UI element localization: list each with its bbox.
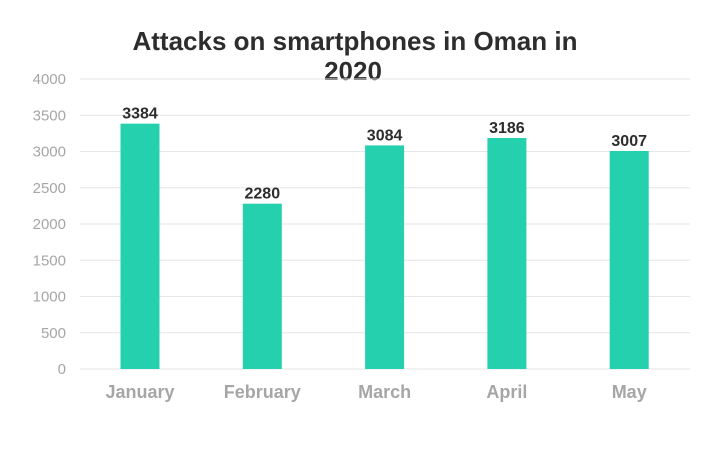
chart-title-line-1: Attacks on smartphones in Oman in bbox=[133, 26, 578, 56]
y-tick-label: 2000 bbox=[33, 216, 66, 233]
y-tick-label: 3500 bbox=[33, 107, 66, 124]
x-category-label: January bbox=[105, 382, 174, 402]
x-category-label: March bbox=[358, 382, 411, 402]
chart-title-line-2: 2020 bbox=[324, 56, 382, 86]
bar-february bbox=[242, 203, 282, 369]
y-tick-label: 3000 bbox=[33, 144, 66, 161]
y-tick-label: 2500 bbox=[33, 180, 66, 197]
bars bbox=[120, 123, 649, 369]
data-label: 3384 bbox=[122, 106, 158, 123]
y-tick-label: 1000 bbox=[33, 289, 66, 306]
x-category-label: May bbox=[612, 382, 647, 402]
y-tick-label: 4000 bbox=[33, 71, 66, 88]
data-label: 3186 bbox=[489, 120, 525, 137]
data-label: 3084 bbox=[367, 127, 403, 144]
x-axis: January February March April May bbox=[105, 382, 646, 402]
x-category-label: February bbox=[224, 382, 301, 402]
data-labels: 3384 2280 3084 3186 3007 bbox=[122, 106, 647, 203]
data-label: 2280 bbox=[245, 186, 281, 203]
data-label: 3007 bbox=[611, 133, 647, 150]
x-category-label: April bbox=[486, 382, 527, 402]
bar-april bbox=[487, 138, 527, 369]
bar-january bbox=[120, 123, 160, 369]
bar-march bbox=[365, 145, 405, 369]
y-tick-label: 500 bbox=[41, 325, 66, 342]
bar-may bbox=[609, 150, 649, 369]
y-axis: 0 500 1000 1500 2000 2500 3000 3500 4000 bbox=[33, 71, 66, 378]
y-tick-label: 1500 bbox=[33, 252, 66, 269]
y-tick-label: 0 bbox=[58, 361, 66, 378]
